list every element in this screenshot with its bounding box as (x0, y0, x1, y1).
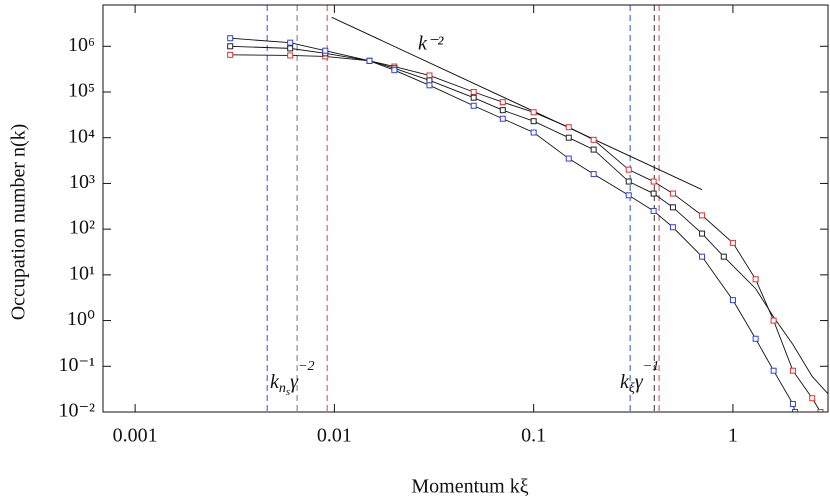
data-point (625, 192, 632, 199)
data-point (752, 335, 759, 342)
data-point (729, 297, 736, 304)
data-point (530, 109, 537, 116)
data-point (499, 115, 506, 122)
data-point (470, 94, 477, 101)
data-point (590, 136, 597, 143)
annotation-part: γ (290, 371, 299, 393)
annotation: kξγ−1 (620, 359, 659, 396)
data-point (470, 102, 477, 109)
data-point (729, 239, 736, 246)
data-point (366, 57, 373, 64)
data-point (287, 45, 294, 52)
data-point (669, 204, 676, 211)
annotation-part: γ (635, 371, 644, 393)
data-point (792, 409, 799, 412)
fit-line (230, 37, 796, 412)
data-point (287, 52, 294, 59)
plot-frame (102, 4, 829, 413)
data-point (770, 317, 777, 324)
guide-label: k⁻² (418, 33, 444, 55)
x-tick-label: 0.001 (113, 425, 158, 447)
data-point (227, 35, 234, 42)
data-point (499, 99, 506, 106)
annotation-part: ξ (629, 381, 635, 396)
data-point (565, 155, 572, 162)
data-point (530, 129, 537, 136)
data-point (426, 72, 433, 79)
data-point (322, 47, 329, 54)
y-tick-label: 10⁻¹ (58, 354, 95, 376)
data-point (227, 51, 234, 58)
y-tick-label: 10⁻² (58, 400, 95, 422)
y-axis-label: Occupation number n(k) (8, 124, 30, 321)
data-point (470, 88, 477, 95)
x-tick-label: 1 (728, 425, 738, 447)
plot-area (227, 5, 828, 412)
annotation: knsγ−2 (270, 359, 315, 397)
data-point (809, 395, 816, 402)
y-tick-label: 10⁶ (68, 34, 95, 56)
data-point (669, 190, 676, 197)
y-tick-label: 10¹ (69, 262, 95, 284)
y-tick-label: 10⁵ (68, 80, 95, 102)
data-point (590, 171, 597, 178)
data-point (590, 146, 597, 153)
data-point (770, 367, 777, 374)
data-point (650, 178, 657, 185)
data-point (669, 224, 676, 231)
y-tick-label: 10³ (69, 171, 95, 193)
data-point (720, 253, 727, 260)
data-point (530, 118, 537, 125)
x-axis-label: Momentum kξ (411, 476, 528, 498)
annotation-part: s (286, 386, 290, 398)
guide-line (331, 16, 703, 191)
annotation-part: −2 (298, 359, 314, 374)
data-point (699, 230, 706, 237)
data-point (789, 367, 796, 374)
data-point (227, 43, 234, 50)
x-tick-label: 0.1 (521, 425, 546, 447)
data-point (426, 82, 433, 89)
data-point (426, 77, 433, 84)
fit-line (230, 45, 725, 257)
data-point (565, 124, 572, 131)
annotation-part: n (279, 381, 286, 396)
data-point (625, 166, 632, 173)
data-point (650, 190, 657, 197)
data-point (789, 400, 796, 407)
data-point (650, 207, 657, 214)
y-tick-label: 10⁰ (67, 308, 95, 330)
y-tick-label: 10⁴ (68, 125, 95, 147)
data-point (625, 178, 632, 185)
annotation-part: k (620, 371, 630, 393)
data-point (391, 67, 398, 74)
data-point (752, 276, 759, 283)
x-tick-label: 0.01 (317, 425, 352, 447)
data-point (699, 212, 706, 219)
data-point (817, 409, 824, 412)
data-point (287, 39, 294, 46)
fit-line (230, 54, 821, 412)
data-point (699, 253, 706, 260)
annotation-part: −1 (643, 359, 659, 374)
fit-line (723, 256, 828, 395)
y-tick-label: 10² (69, 217, 95, 239)
data-point (565, 134, 572, 141)
data-point (499, 107, 506, 114)
annotation-part: k (270, 371, 280, 393)
